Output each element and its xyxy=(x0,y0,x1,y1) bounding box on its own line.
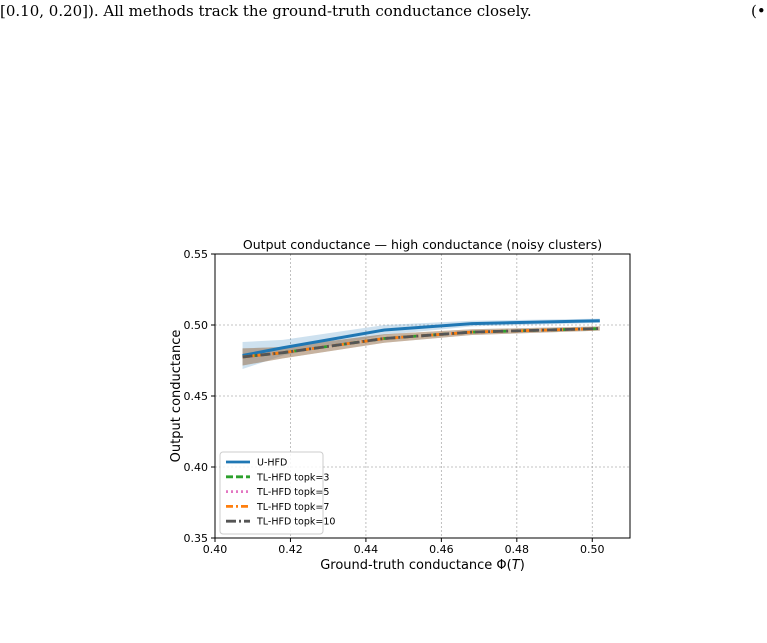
x-axis-label: Ground-truth conductance Φ(T) xyxy=(320,558,525,573)
legend-label: TL-HFD topk=10 xyxy=(256,517,335,528)
series-line-5 xyxy=(242,327,600,359)
legend-label: TL-HFD topk=7 xyxy=(256,502,329,513)
axis-ticks: 0.40 0.42 0.44 0.46 0.48 0.500.350.400.450.50… xyxy=(184,248,605,556)
series-line-1 xyxy=(242,319,600,358)
y-tick-label: 0.35 xyxy=(184,532,209,545)
x-tick-label: 0.50 xyxy=(580,543,605,556)
chart-legend: U-HFD TL-HFD topk=3 TL-HFD topk=5 TL-HFD to… xyxy=(219,451,335,535)
x-axis-label-variable: T xyxy=(512,558,521,573)
x-tick-label: 0.42 xyxy=(278,543,303,556)
y-tick-label: 0.40 xyxy=(184,461,209,474)
x-tick-label: 0.48 xyxy=(505,543,530,556)
series-lines xyxy=(242,319,600,359)
x-tick-label: 0.44 xyxy=(354,543,379,556)
chart-title: Output conductance — high conductance (n… xyxy=(243,237,602,252)
x-tick-label: 0.40 xyxy=(203,543,228,556)
x-tick-label: 0.46 xyxy=(429,543,454,556)
caption-cutoff-text: (• xyxy=(751,2,766,20)
y-tick-label: 0.55 xyxy=(184,248,209,261)
legend-label: TL-HFD topk=3 xyxy=(256,472,329,483)
legend-label: TL-HFD topk=5 xyxy=(256,487,329,498)
figure-caption: [0.10, 0.20]). All methods track the gro… xyxy=(0,2,767,20)
legend-box xyxy=(219,451,324,535)
y-axis-label: Output conductance xyxy=(169,330,184,463)
caption-text: [0.10, 0.20]). All methods track the gro… xyxy=(0,2,532,20)
legend-label: U-HFD xyxy=(257,458,287,469)
y-tick-label: 0.45 xyxy=(184,390,209,403)
y-tick-label: 0.50 xyxy=(184,319,209,332)
